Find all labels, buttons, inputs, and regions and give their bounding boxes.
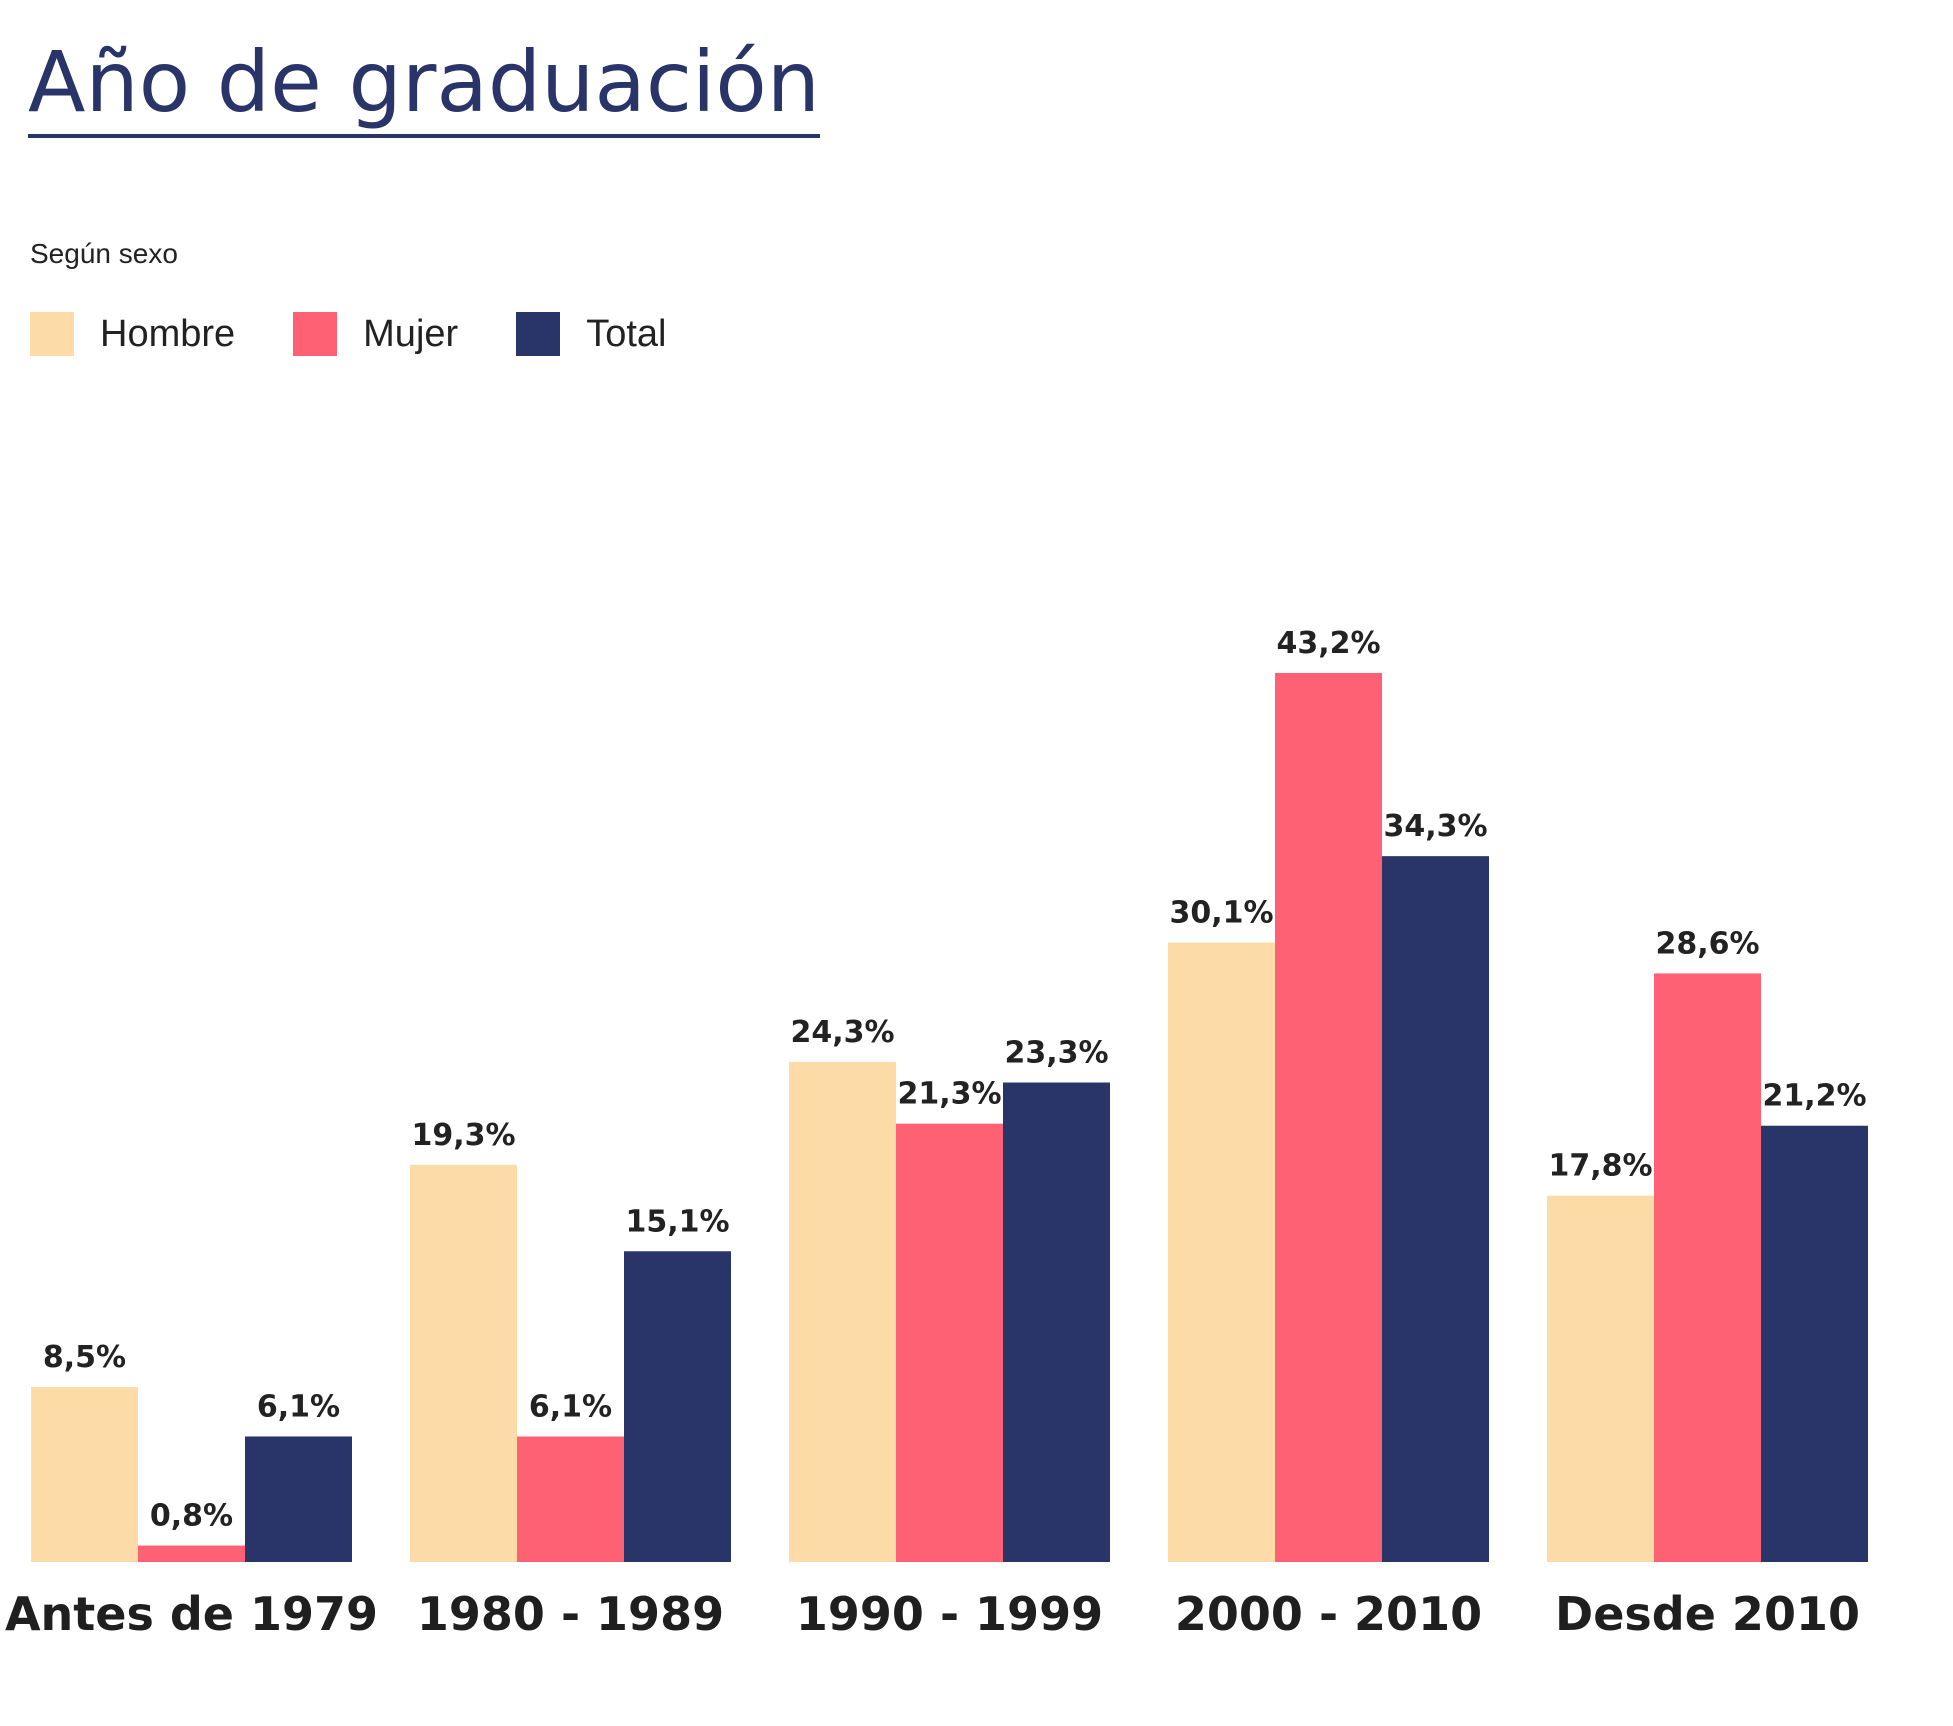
bar-mujer-1980-1989 [517, 1436, 624, 1562]
legend: Hombre Mujer Total [30, 312, 724, 356]
legend-label-total: Total [586, 312, 667, 355]
bar-total-antes-de-1979 [245, 1436, 352, 1562]
value-label-mujer-desde-2010: 28,6% [1655, 926, 1759, 961]
bar-hombre-1980-1989 [410, 1164, 517, 1562]
value-label-total-1980-1989: 15,1% [625, 1204, 729, 1239]
legend-swatch-total [516, 312, 561, 356]
value-label-total-2000-2010: 34,3% [1383, 809, 1487, 844]
value-label-total-1990-1999: 23,3% [1004, 1036, 1108, 1071]
legend-swatch-hombre [30, 312, 74, 356]
bar-total-desde-2010 [1761, 1125, 1868, 1562]
legend-label-hombre: Hombre [100, 312, 236, 355]
bar-hombre-1990-1999 [789, 1061, 896, 1562]
legend-item-mujer: Mujer [293, 312, 458, 356]
category-label-antes-de-1979: Antes de 1979 [5, 1587, 378, 1641]
legend-item-total: Total [516, 312, 666, 356]
category-label-desde-2010: Desde 2010 [1555, 1587, 1860, 1641]
bar-total-1990-1999 [1003, 1082, 1110, 1562]
bar-total-2000-2010 [1382, 856, 1489, 1562]
value-label-mujer-2000-2010: 43,2% [1276, 626, 1380, 661]
bar-mujer-1990-1999 [896, 1123, 1003, 1562]
bar-hombre-desde-2010 [1547, 1195, 1654, 1562]
value-label-mujer-1990-1999: 21,3% [897, 1077, 1001, 1112]
chart-title: Año de graduación [28, 40, 821, 138]
value-label-total-desde-2010: 21,2% [1762, 1079, 1866, 1114]
legend-item-hombre: Hombre [30, 312, 235, 356]
chart-subtitle: Según sexo [30, 238, 178, 269]
bar-mujer-desde-2010 [1654, 973, 1761, 1562]
legend-label-mujer: Mujer [363, 312, 459, 355]
value-label-hombre-1990-1999: 24,3% [790, 1015, 894, 1050]
value-label-mujer-1980-1989: 6,1% [529, 1389, 612, 1424]
bar-total-1980-1989 [624, 1251, 731, 1562]
value-label-mujer-antes-de-1979: 0,8% [150, 1499, 233, 1534]
value-label-hombre-desde-2010: 17,8% [1548, 1149, 1652, 1184]
legend-swatch-mujer [293, 312, 338, 356]
bar-mujer-antes-de-1979 [138, 1545, 245, 1562]
value-label-hombre-antes-de-1979: 8,5% [43, 1340, 126, 1375]
value-label-total-antes-de-1979: 6,1% [257, 1389, 340, 1424]
value-label-hombre-2000-2010: 30,1% [1169, 896, 1273, 931]
category-label-1990-1999: 1990 - 1999 [796, 1587, 1103, 1641]
category-label-1980-1989: 1980 - 1989 [417, 1587, 724, 1641]
value-label-hombre-1980-1989: 19,3% [411, 1118, 515, 1153]
category-label-2000-2010: 2000 - 2010 [1175, 1587, 1482, 1641]
bar-hombre-antes-de-1979 [31, 1387, 138, 1562]
bar-mujer-2000-2010 [1275, 673, 1382, 1562]
bar-hombre-2000-2010 [1168, 942, 1275, 1562]
